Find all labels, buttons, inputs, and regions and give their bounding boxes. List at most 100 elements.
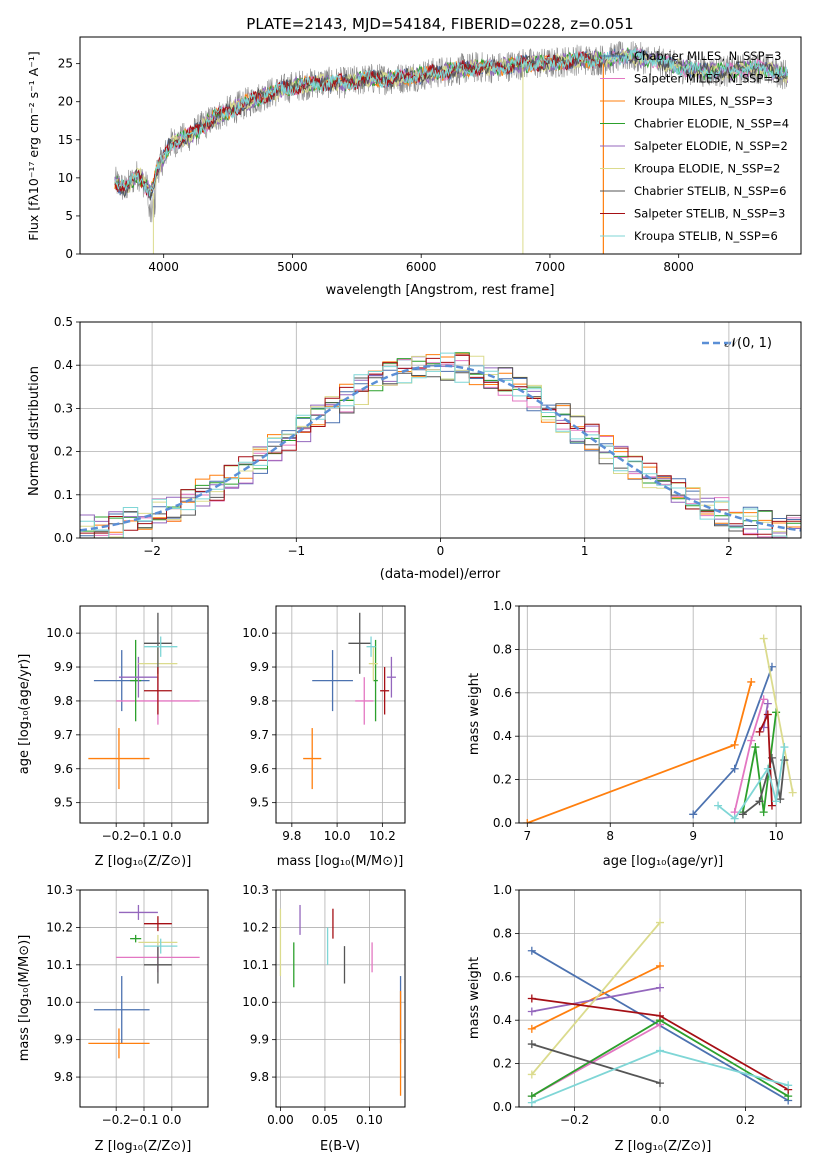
x-tick-label: 4000 xyxy=(148,260,179,274)
weight-marker xyxy=(523,819,532,823)
y-tick-label: 0.0 xyxy=(493,1100,512,1114)
weight-marker xyxy=(730,764,739,773)
weight-marker xyxy=(527,1070,536,1079)
histogram-step xyxy=(80,352,801,538)
spectrum-ylabel: Flux [fλ10⁻¹⁷ erg cm⁻² s⁻¹ A⁻¹] xyxy=(26,51,41,240)
y-tick-label: 0.3 xyxy=(54,401,73,415)
y-tick-label: 10.3 xyxy=(242,883,269,897)
y-tick-label: 10.0 xyxy=(242,626,269,640)
x-tick-label: −0.1 xyxy=(129,829,158,843)
y-tick-label: 15 xyxy=(58,133,73,147)
weight-marker xyxy=(767,801,776,810)
x-tick-label: −1 xyxy=(287,544,305,558)
normal-curve xyxy=(80,364,801,532)
weight-marker xyxy=(759,634,768,643)
legend-label: Kroupa ELODIE, N_SSP=2 xyxy=(634,162,780,176)
x-tick-label: 10.0 xyxy=(324,829,351,843)
legend-label: Salpeter STELIB, N_SSP=3 xyxy=(634,207,785,221)
y-tick-label: 0.8 xyxy=(493,642,512,656)
weight-marker xyxy=(784,1081,793,1090)
residual-xlabel: (data-model)/error xyxy=(380,567,501,582)
spectrum-model-line xyxy=(114,50,602,197)
y-tick-label: 9.8 xyxy=(250,694,269,708)
y-tick-label: 0.8 xyxy=(493,926,512,940)
weight-marker xyxy=(527,1098,536,1107)
y-tick-label: 1.0 xyxy=(493,883,512,897)
y-tick-label: 25 xyxy=(58,57,73,71)
y-tick-label: 20 xyxy=(58,95,73,109)
y-tick-label: 0.0 xyxy=(493,816,512,830)
panel-3-axes: 9.8 10.0 10.2 9.5 9.6 9.7 9.8 9.9 10.0 xyxy=(242,606,405,843)
zw-ylabel: mass weight xyxy=(467,957,482,1039)
zmass-ylabel: mass [log₁₀(M/M⊙)] xyxy=(17,935,32,1062)
weight-marker xyxy=(527,1040,536,1049)
panel-0-plot-area xyxy=(114,41,789,254)
panel-2-frame xyxy=(79,605,209,824)
y-tick-label: 9.8 xyxy=(250,1070,269,1084)
ebv-xlabel: E(B-V) xyxy=(320,1139,360,1154)
legend-label: Kroupa MILES, N_SSP=3 xyxy=(634,94,773,108)
y-tick-label: 10.0 xyxy=(46,995,73,1009)
x-tick-label: −0.2 xyxy=(102,1113,131,1127)
zw-xlabel: Z [log₁₀(Z/Z⊙)] xyxy=(615,1139,712,1154)
normal-legend-label: 𝒩(0, 1) xyxy=(725,336,772,351)
weight-marker xyxy=(747,736,756,745)
y-tick-label: 10.0 xyxy=(46,626,73,640)
weight-marker xyxy=(788,788,797,797)
panel-7-axes: −0.2 0.0 0.2 0.0 0.2 0.4 0.6 0.8 1.0 xyxy=(493,883,801,1127)
panel-1-frame xyxy=(79,321,802,539)
y-tick-label: 9.6 xyxy=(250,762,269,776)
weight-marker xyxy=(527,994,536,1003)
x-tick-label: 0.0 xyxy=(650,1113,669,1127)
x-tick-label: 0.0 xyxy=(162,1113,181,1127)
y-tick-label: 0.4 xyxy=(493,1013,512,1027)
panel-6-frame xyxy=(275,889,406,1108)
y-tick-label: 9.5 xyxy=(250,796,269,810)
massage-xlabel: mass [log₁₀(M/M⊙)] xyxy=(277,854,404,869)
y-tick-label: 9.8 xyxy=(54,694,73,708)
x-tick-label: 1 xyxy=(581,544,589,558)
weight-marker xyxy=(763,764,772,773)
x-tick-label: 0.0 xyxy=(162,829,181,843)
y-tick-label: 0.6 xyxy=(493,970,512,984)
y-tick-label: 10.3 xyxy=(46,883,73,897)
x-tick-label: 7 xyxy=(523,829,531,843)
weight-marker xyxy=(730,740,739,749)
zmass-xlabel: Z [log₁₀(Z/Z⊙)] xyxy=(95,1139,192,1154)
x-tick-label: −0.1 xyxy=(129,1113,158,1127)
x-tick-label: 8 xyxy=(606,829,614,843)
weight-marker xyxy=(714,801,723,810)
y-tick-label: 0.4 xyxy=(493,729,512,743)
x-tick-label: −0.2 xyxy=(102,829,131,843)
weight-marker xyxy=(527,1024,536,1033)
panel-7-plot-area xyxy=(527,918,793,1107)
y-tick-label: 9.7 xyxy=(54,728,73,742)
weight-marker xyxy=(527,946,536,955)
weight-marker xyxy=(780,743,789,752)
y-tick-label: 0 xyxy=(65,247,73,261)
weight-marker xyxy=(656,961,664,970)
weight-marker xyxy=(763,710,772,719)
x-tick-label: 7000 xyxy=(535,260,566,274)
zage-xlabel: Z [log₁₀(Z/Z⊙)] xyxy=(95,854,192,869)
weight-marker xyxy=(656,918,664,927)
x-tick-label: 0.10 xyxy=(356,1113,383,1127)
weight-marker xyxy=(763,699,772,708)
y-tick-label: 10.1 xyxy=(242,958,269,972)
weight-marker xyxy=(759,808,768,817)
y-tick-label: 0.4 xyxy=(54,358,73,372)
y-tick-label: 0.1 xyxy=(54,488,73,502)
y-tick-label: 9.9 xyxy=(250,660,269,674)
weight-line xyxy=(531,921,661,1076)
y-tick-label: 9.6 xyxy=(54,762,73,776)
spectrum-xlabel: wavelength [Angstrom, rest frame] xyxy=(326,283,555,298)
legend-label: Chabrier ELODIE, N_SSP=4 xyxy=(634,117,789,131)
x-tick-label: 0.00 xyxy=(267,1113,294,1127)
panel-6-plot-area xyxy=(279,904,402,1096)
legend-label: Chabrier STELIB, N_SSP=6 xyxy=(634,184,786,198)
panel-6-axes: 0.00 0.05 0.10 9.8 9.9 10.0 10.1 10.2 10.3 xyxy=(242,883,405,1127)
weight-marker xyxy=(751,743,760,752)
panel-0-frame xyxy=(79,36,802,255)
x-tick-label: 10 xyxy=(768,829,783,843)
